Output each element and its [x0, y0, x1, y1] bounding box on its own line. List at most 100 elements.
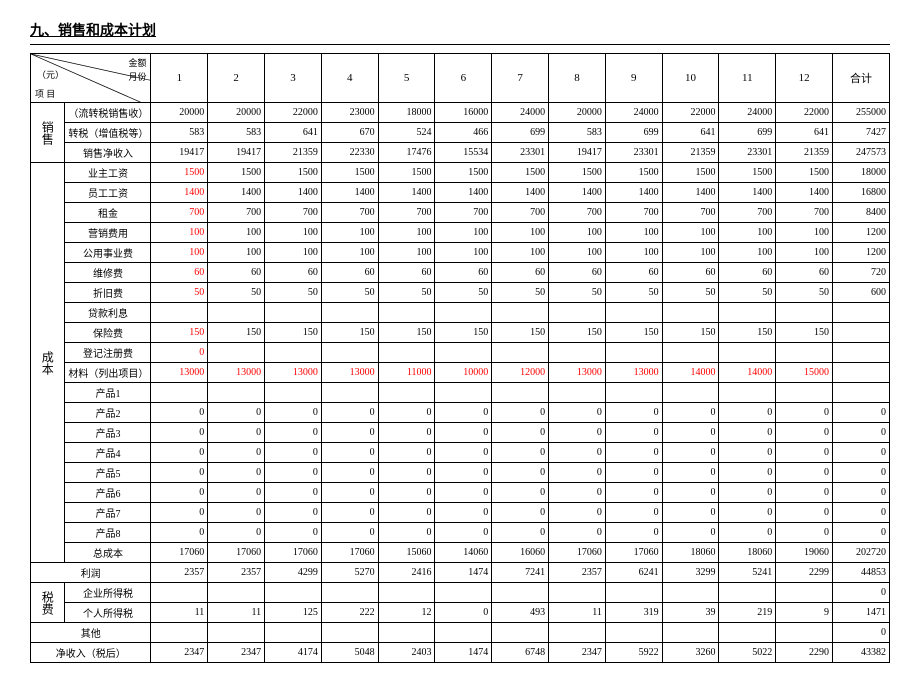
cell: 100 — [435, 243, 492, 263]
cell — [605, 343, 662, 363]
cell: 0 — [833, 403, 890, 423]
cell: 700 — [265, 203, 322, 223]
cell — [151, 303, 208, 323]
cell: 100 — [265, 243, 322, 263]
cell: 100 — [719, 243, 776, 263]
cell: 23301 — [719, 143, 776, 163]
cell — [549, 303, 606, 323]
cell — [378, 303, 435, 323]
cell: 3299 — [662, 563, 719, 583]
cell: 0 — [662, 443, 719, 463]
cell — [662, 303, 719, 323]
cell: 50 — [321, 283, 378, 303]
cell: 100 — [776, 223, 833, 243]
cell: 0 — [833, 423, 890, 443]
cell: 100 — [662, 223, 719, 243]
cell: 0 — [492, 443, 549, 463]
cell — [605, 623, 662, 643]
cell: 13000 — [265, 363, 322, 383]
table-row: 租金70070070070070070070070070070070070084… — [31, 203, 890, 223]
table-row: 登记注册费0 — [31, 343, 890, 363]
cell: 0 — [605, 423, 662, 443]
month-header: 2 — [208, 54, 265, 103]
cell: 202720 — [833, 543, 890, 563]
cell: 0 — [492, 483, 549, 503]
cell: 1400 — [435, 183, 492, 203]
group-label: 销售 — [31, 103, 65, 163]
doc-title: 九、销售和成本计划 — [30, 20, 890, 40]
cell: 100 — [605, 223, 662, 243]
cell: 0 — [378, 423, 435, 443]
cell: 18000 — [378, 103, 435, 123]
cell — [833, 323, 890, 343]
row-label: 利润 — [31, 563, 151, 583]
cell: 12 — [378, 603, 435, 623]
cell: 50 — [378, 283, 435, 303]
cell: 0 — [605, 443, 662, 463]
cell: 700 — [321, 203, 378, 223]
cell: 50 — [208, 283, 265, 303]
cell: 1500 — [549, 163, 606, 183]
row-label: 员工工资 — [65, 183, 151, 203]
cell: 0 — [833, 463, 890, 483]
cell: 700 — [435, 203, 492, 223]
cell: 13000 — [321, 363, 378, 383]
cell — [662, 623, 719, 643]
month-header: 6 — [435, 54, 492, 103]
cell: 1500 — [151, 163, 208, 183]
cell: 2357 — [208, 563, 265, 583]
cell: 0 — [435, 423, 492, 443]
cell: 700 — [662, 203, 719, 223]
cell: 60 — [549, 263, 606, 283]
cell — [719, 623, 776, 643]
cell: 150 — [776, 323, 833, 343]
cell: 0 — [378, 503, 435, 523]
cell — [549, 583, 606, 603]
cell — [208, 303, 265, 323]
cell — [549, 383, 606, 403]
cell: 247573 — [833, 143, 890, 163]
row-label: 净收入（税后） — [31, 643, 151, 663]
cell: 0 — [833, 503, 890, 523]
cell — [776, 343, 833, 363]
cell: 24000 — [492, 103, 549, 123]
cell: 150 — [605, 323, 662, 343]
cell: 17060 — [605, 543, 662, 563]
table-row: 产品50000000000000 — [31, 463, 890, 483]
cell: 16060 — [492, 543, 549, 563]
cell: 60 — [265, 263, 322, 283]
table-row: 公用事业费10010010010010010010010010010010010… — [31, 243, 890, 263]
table-row: 折旧费505050505050505050505050600 — [31, 283, 890, 303]
cell: 1400 — [321, 183, 378, 203]
row-label: 维修费 — [65, 263, 151, 283]
row-label: 贷款利息 — [65, 303, 151, 323]
table-row: 销售净收入19417194172135922330174761553423301… — [31, 143, 890, 163]
cell: 18060 — [719, 543, 776, 563]
cell: 0 — [719, 463, 776, 483]
cell: 39 — [662, 603, 719, 623]
table-row: 利润23572357429952702416147472412357624132… — [31, 563, 890, 583]
cell: 60 — [662, 263, 719, 283]
table-row: 员工工资140014001400140014001400140014001400… — [31, 183, 890, 203]
month-header: 11 — [719, 54, 776, 103]
cell: 150 — [321, 323, 378, 343]
cell: 24000 — [719, 103, 776, 123]
cell: 1400 — [492, 183, 549, 203]
cell: 699 — [719, 123, 776, 143]
row-label: 保险费 — [65, 323, 151, 343]
cell: 0 — [435, 603, 492, 623]
cell — [492, 303, 549, 323]
cell: 0 — [662, 423, 719, 443]
cell: 1474 — [435, 643, 492, 663]
cell: 4174 — [265, 643, 322, 663]
cell: 150 — [719, 323, 776, 343]
cell: 0 — [435, 403, 492, 423]
cell: 700 — [549, 203, 606, 223]
row-label: 产品8 — [65, 523, 151, 543]
cell: 100 — [321, 243, 378, 263]
cell: 100 — [208, 223, 265, 243]
cell: 0 — [378, 523, 435, 543]
cell: 2347 — [549, 643, 606, 663]
cell: 0 — [605, 503, 662, 523]
table-row: 转税（增值税等）58358364167052446669958369964169… — [31, 123, 890, 143]
